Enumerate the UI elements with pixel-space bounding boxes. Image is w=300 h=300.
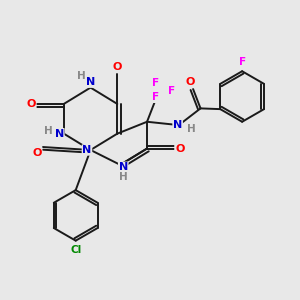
- Text: F: F: [238, 57, 246, 67]
- Text: F: F: [152, 77, 160, 88]
- Text: N: N: [173, 120, 182, 130]
- Text: N: N: [55, 129, 64, 139]
- Text: O: O: [32, 148, 42, 158]
- Text: F: F: [152, 92, 160, 102]
- Text: O: O: [26, 99, 36, 109]
- Text: O: O: [112, 62, 122, 72]
- Text: Cl: Cl: [70, 245, 81, 255]
- Text: H: H: [119, 172, 128, 182]
- Text: H: H: [77, 71, 85, 81]
- Text: N: N: [82, 145, 91, 155]
- Text: H: H: [187, 124, 196, 134]
- Text: H: H: [44, 126, 53, 136]
- Text: N: N: [118, 162, 128, 172]
- Text: O: O: [175, 143, 184, 154]
- Text: F: F: [168, 85, 175, 96]
- Text: O: O: [185, 76, 195, 87]
- Text: N: N: [86, 77, 95, 87]
